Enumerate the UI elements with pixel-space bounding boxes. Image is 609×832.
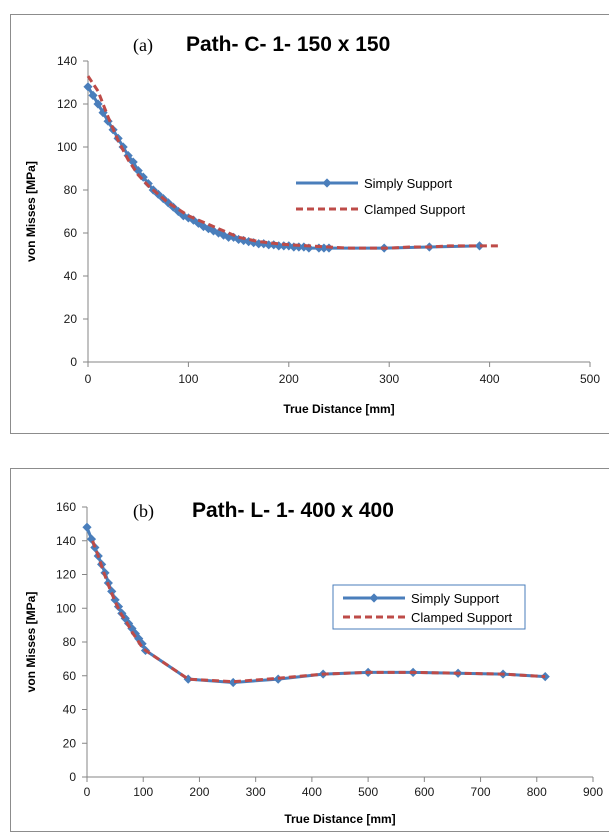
series-simply-support [83,82,485,253]
y-tick-label: 40 [63,703,77,717]
series-clamped-support [91,540,546,684]
legend-label: Clamped Support [411,610,513,625]
y-tick-label: 120 [56,568,76,582]
chart-title-prefix: (a) [133,35,153,56]
legend-diamond-icon [322,178,332,188]
chart-b-svg: 0 20 40 60 80 100 120 140 160 0 100 200 300 400 500 600… [24,499,603,826]
legend-label: Clamped Support [364,202,466,217]
x-tick-label: 900 [583,785,603,799]
y-tick-label: 100 [57,140,77,154]
y-tick-label: 0 [69,770,76,784]
data-point-marker [299,242,309,252]
x-tick-label: 300 [379,372,399,386]
chart-title: Path- L- 1- 400 x 400 [192,499,394,522]
x-tick-label: 800 [527,785,547,799]
data-point-marker [107,586,117,596]
series-line [91,540,546,684]
chart-title-prefix: (b) [133,501,154,522]
y-tick-label: 160 [56,500,76,514]
chart-a-svg: 0 20 40 60 80 100 120 140 0 100 200 300 400 500 True D… [24,33,600,416]
data-point-marker [294,242,304,252]
series-clamped-support [86,75,500,250]
data-point-marker [90,542,100,553]
y-tick-label: 140 [57,54,77,68]
x-tick-label: 400 [302,785,322,799]
y-tick-label: 140 [56,534,76,548]
legend: Simply Support Clamped Support [332,584,526,630]
y-tick-label: 100 [56,601,76,615]
legend: Simply Support Clamped Support [296,176,466,217]
data-point-marker [474,241,485,251]
x-tick-label: 600 [414,785,434,799]
y-tick-label: 20 [64,312,78,326]
data-point-marker [128,157,138,167]
x-axis-label: True Distance [mm] [283,402,394,416]
data-point-marker [88,90,98,100]
x-tick-label: 0 [84,785,91,799]
x-tick-label: 700 [471,785,491,799]
y-tick-label: 20 [63,736,77,750]
legend-label: Simply Support [411,591,500,606]
x-tick-label: 200 [279,372,299,386]
data-point-marker [274,241,284,251]
y-tick-label: 60 [64,226,78,240]
x-tick-label: 200 [189,785,209,799]
x-tick-label: 400 [480,372,500,386]
x-axis-label: True Distance [mm] [284,812,395,826]
chart-panel-b: 0 20 40 60 80 100 120 140 160 0 100 200 300 400 500 600… [10,468,609,832]
y-tick-label: 40 [64,269,78,283]
data-point-marker [93,99,103,109]
data-point-marker [82,522,92,532]
y-tick-label: 120 [57,97,77,111]
series-line [86,86,480,250]
data-point-marker [540,671,550,682]
chart-title: Path- C- 1- 150 x 150 [186,33,390,56]
data-point-marker [83,82,93,92]
y-tick-label: 60 [63,669,77,683]
data-point-marker [279,241,289,251]
x-tick-label: 100 [178,372,198,386]
y-axis-label: von Misses [MPa] [24,161,38,262]
y-axis-label: von Misses [MPa] [24,592,38,693]
data-point-marker [259,239,269,249]
chart-panel-a: 0 20 40 60 80 100 120 140 0 100 200 300 400 500 True D… [10,14,609,434]
x-tick-label: 300 [246,785,266,799]
y-tick-label: 80 [63,635,77,649]
legend-box [332,584,526,630]
legend-diamond-icon [369,593,379,603]
x-tick-label: 500 [580,372,600,386]
x-tick-label: 100 [133,785,153,799]
series-line [86,75,500,250]
x-tick-label: 0 [85,372,92,386]
x-tick-label: 500 [358,785,378,799]
data-point-marker [133,166,143,176]
y-tick-label: 80 [64,183,78,197]
y-tick-label: 0 [70,355,77,369]
legend-label: Simply Support [364,176,453,191]
